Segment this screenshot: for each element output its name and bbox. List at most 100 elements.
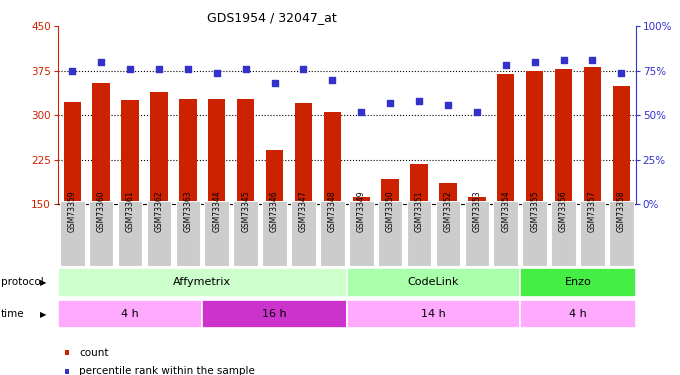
Bar <box>233 201 258 266</box>
Bar <box>580 201 605 266</box>
Text: percentile rank within the sample: percentile rank within the sample <box>80 366 255 375</box>
Point <box>471 109 482 115</box>
Point <box>269 80 280 86</box>
Bar <box>347 300 520 328</box>
Text: GSM73357: GSM73357 <box>588 190 597 232</box>
Text: GSM73348: GSM73348 <box>328 190 337 232</box>
Bar <box>381 180 398 204</box>
Bar <box>439 183 457 204</box>
Point <box>298 66 309 72</box>
Point <box>500 62 511 68</box>
Text: time: time <box>1 309 24 319</box>
Text: GSM73355: GSM73355 <box>530 190 539 232</box>
Text: CodeLink: CodeLink <box>408 277 459 287</box>
Bar <box>494 201 518 266</box>
Bar <box>378 201 403 266</box>
Text: GSM73363: GSM73363 <box>184 190 192 232</box>
Text: count: count <box>80 348 109 357</box>
Bar <box>64 102 81 204</box>
Bar <box>464 201 489 266</box>
Text: GSM73361: GSM73361 <box>126 190 135 232</box>
Text: GSM73351: GSM73351 <box>415 190 424 232</box>
Bar <box>205 201 229 266</box>
Text: Affymetrix: Affymetrix <box>173 277 231 287</box>
Point <box>124 66 135 72</box>
Bar <box>520 268 636 297</box>
Bar <box>147 201 171 266</box>
Bar <box>58 268 347 297</box>
Point <box>67 68 78 74</box>
Bar <box>58 300 203 328</box>
Bar <box>520 300 636 328</box>
Bar <box>469 197 486 204</box>
Text: GSM73353: GSM73353 <box>473 190 481 232</box>
Point <box>529 59 540 65</box>
Text: ▶: ▶ <box>39 278 46 286</box>
Text: GDS1954 / 32047_at: GDS1954 / 32047_at <box>207 11 337 24</box>
Text: GSM73347: GSM73347 <box>299 190 308 232</box>
Text: 4 h: 4 h <box>121 309 139 319</box>
Point <box>356 109 367 115</box>
Text: GSM73344: GSM73344 <box>212 190 221 232</box>
Bar <box>320 201 345 266</box>
Text: GSM73350: GSM73350 <box>386 190 394 232</box>
Text: GSM73362: GSM73362 <box>154 190 163 232</box>
Bar <box>347 268 520 297</box>
Point <box>616 70 627 76</box>
Bar <box>118 201 142 266</box>
Bar <box>522 201 547 266</box>
Point <box>413 98 424 104</box>
Point <box>182 66 193 72</box>
Text: GSM73356: GSM73356 <box>559 190 568 232</box>
Bar <box>291 201 316 266</box>
Bar <box>208 99 226 204</box>
Text: GSM73360: GSM73360 <box>97 190 105 232</box>
Bar <box>295 104 312 204</box>
Point <box>443 102 454 108</box>
Text: ▶: ▶ <box>39 310 46 319</box>
Point <box>240 66 251 72</box>
Bar <box>60 201 84 266</box>
Bar <box>180 99 197 204</box>
Bar <box>175 201 200 266</box>
Text: GSM73358: GSM73358 <box>617 190 626 232</box>
Text: GSM73352: GSM73352 <box>443 190 452 232</box>
Bar <box>497 74 515 204</box>
Bar <box>353 197 370 204</box>
Bar <box>551 201 576 266</box>
Point <box>327 77 338 83</box>
Text: GSM73345: GSM73345 <box>241 190 250 232</box>
Bar <box>436 201 460 266</box>
Text: protocol: protocol <box>1 277 44 287</box>
Bar <box>555 69 573 204</box>
Text: GSM73359: GSM73359 <box>68 190 77 232</box>
Bar <box>584 67 601 204</box>
Bar <box>609 201 634 266</box>
Point <box>96 59 107 65</box>
Bar <box>92 82 110 204</box>
Text: GSM73354: GSM73354 <box>501 190 510 232</box>
Bar <box>203 300 347 328</box>
Bar <box>411 164 428 204</box>
Text: Enzo: Enzo <box>564 277 592 287</box>
Text: 14 h: 14 h <box>421 309 446 319</box>
Text: GSM73349: GSM73349 <box>357 190 366 232</box>
Bar <box>324 112 341 204</box>
Text: 16 h: 16 h <box>262 309 287 319</box>
Bar <box>122 100 139 204</box>
Bar <box>349 201 373 266</box>
Bar <box>266 150 284 204</box>
Point <box>385 100 396 106</box>
Bar <box>150 92 168 204</box>
Point <box>587 57 598 63</box>
Bar <box>262 201 287 266</box>
Point <box>154 66 165 72</box>
Bar <box>237 99 254 204</box>
Bar <box>407 201 431 266</box>
Bar <box>613 86 630 204</box>
Text: GSM73346: GSM73346 <box>270 190 279 232</box>
Point <box>211 70 222 76</box>
Point <box>558 57 569 63</box>
Bar <box>526 71 543 204</box>
Text: 4 h: 4 h <box>569 309 587 319</box>
